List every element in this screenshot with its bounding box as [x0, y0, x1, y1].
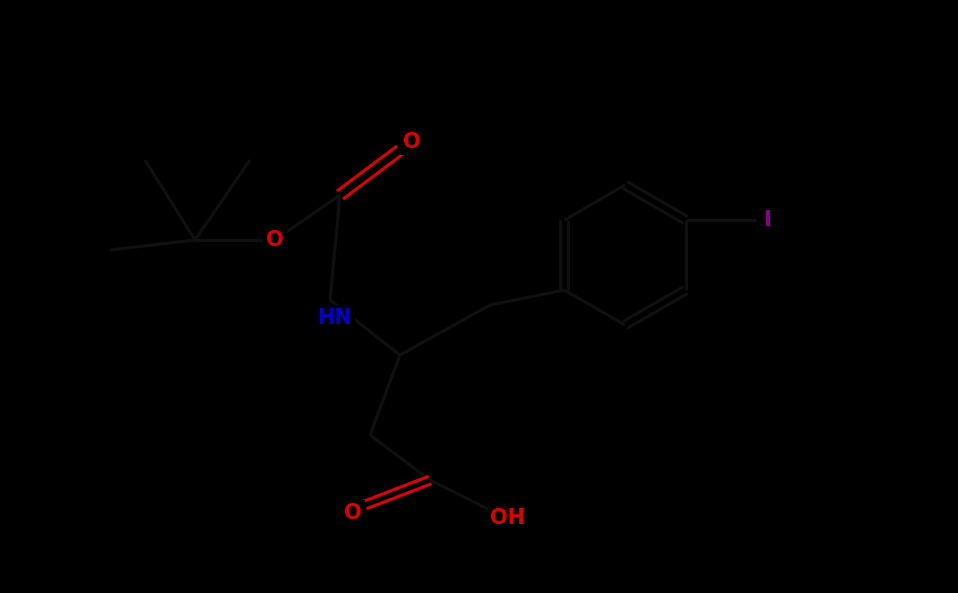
Text: O: O [344, 503, 362, 523]
Text: O: O [266, 230, 284, 250]
Text: OH: OH [490, 508, 526, 528]
Text: I: I [764, 210, 772, 230]
Text: O: O [403, 132, 421, 152]
Text: HN: HN [318, 308, 353, 328]
